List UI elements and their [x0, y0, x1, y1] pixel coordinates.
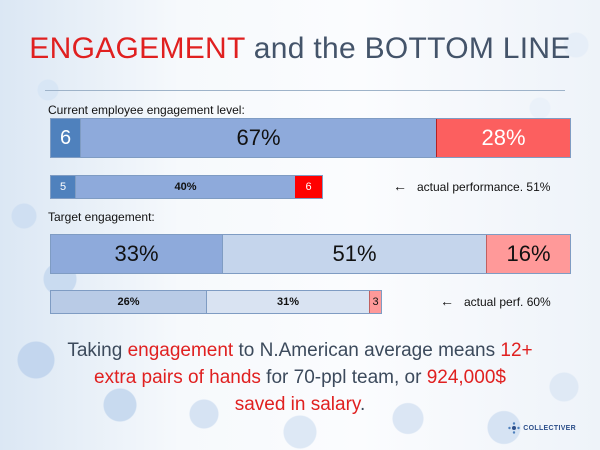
current-seg-high: 28%: [436, 119, 570, 157]
current-sub-bar: 5 40% 6: [50, 175, 323, 199]
current-seg-low: 6: [51, 119, 80, 157]
target-seg-low: 33%: [51, 235, 222, 273]
current-seg-mid: 67%: [80, 119, 436, 157]
summary-highlight-engagement: engagement: [127, 340, 234, 361]
current-bar: 6 67% 28%: [50, 118, 571, 158]
target-sub-seg-mid: 31%: [206, 291, 369, 313]
target-seg-mid: 51%: [222, 235, 486, 273]
summary-text-2: to N.American average means: [233, 340, 501, 361]
target-sub-bar: 26% 31% 3: [50, 290, 382, 314]
title-rest: and the BOTTOM LINE: [245, 32, 571, 65]
target-seg-high: 16%: [486, 235, 570, 273]
left-arrow-icon: ←: [393, 178, 407, 194]
logo-text: COLLECTIVER: [523, 424, 576, 432]
summary-highlight-count: 12+: [500, 340, 533, 361]
current-sub-seg-low: 5: [51, 176, 75, 198]
summary-text-1: Taking: [67, 340, 128, 361]
target-bar: 33% 51% 16%: [50, 234, 571, 274]
summary-text-3: for 70-ppl team, or: [260, 367, 427, 388]
target-sub-seg-high: 3: [369, 291, 381, 313]
summary-highlight-hands: extra pairs of hands: [94, 367, 261, 388]
target-sub-seg-low: 26%: [51, 291, 206, 313]
current-sub-seg-mid: 40%: [75, 176, 295, 198]
current-note: ← actual performance. 51%: [393, 178, 550, 194]
page-title: ENGAGEMENT and the BOTTOM LINE: [0, 32, 600, 66]
target-note-text: actual perf. 60%: [464, 295, 551, 309]
current-note-text: actual performance. 51%: [417, 180, 551, 194]
current-sub-seg-high: 6: [295, 176, 322, 198]
summary-statement: Taking engagement to N.American average …: [40, 337, 560, 418]
title-highlight: ENGAGEMENT: [29, 32, 246, 65]
summary-highlight-salary: saved in salary: [234, 394, 361, 415]
current-label: Current employee engagement level:: [48, 103, 245, 117]
summary-period: .: [360, 394, 366, 415]
collectiver-logo: COLLECTIVER: [508, 422, 576, 434]
summary-highlight-amount: 924,000$: [426, 367, 506, 388]
left-arrow-icon: ←: [440, 293, 454, 309]
target-label: Target engagement:: [48, 210, 155, 224]
collectiver-logo-icon: [508, 422, 520, 434]
target-note: ← actual perf. 60%: [440, 293, 551, 309]
title-divider: [45, 90, 565, 91]
